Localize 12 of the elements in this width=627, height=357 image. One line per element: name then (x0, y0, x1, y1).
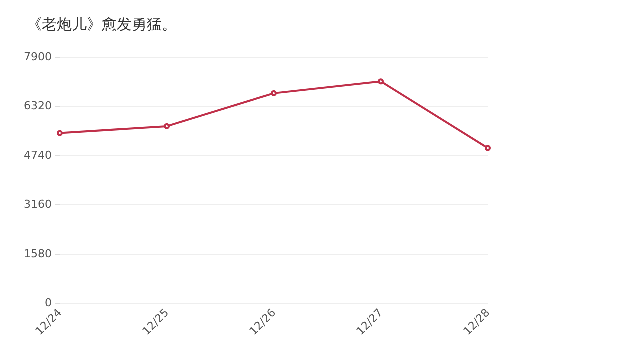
y-tick-label: 3160 (24, 198, 52, 212)
point (164, 123, 170, 130)
chart-title: 《老炮儿》愈发勇猛。 (27, 16, 177, 34)
y-tick-label: 7900 (24, 50, 52, 64)
y-tick-label: 1580 (24, 247, 52, 260)
point (378, 78, 384, 85)
point (485, 145, 491, 152)
point (271, 90, 277, 96)
point (57, 130, 63, 136)
y-tick-label: 6320 (24, 100, 52, 113)
y-tick-label: 0 (45, 296, 52, 310)
y-tick-label: 4740 (24, 148, 52, 162)
